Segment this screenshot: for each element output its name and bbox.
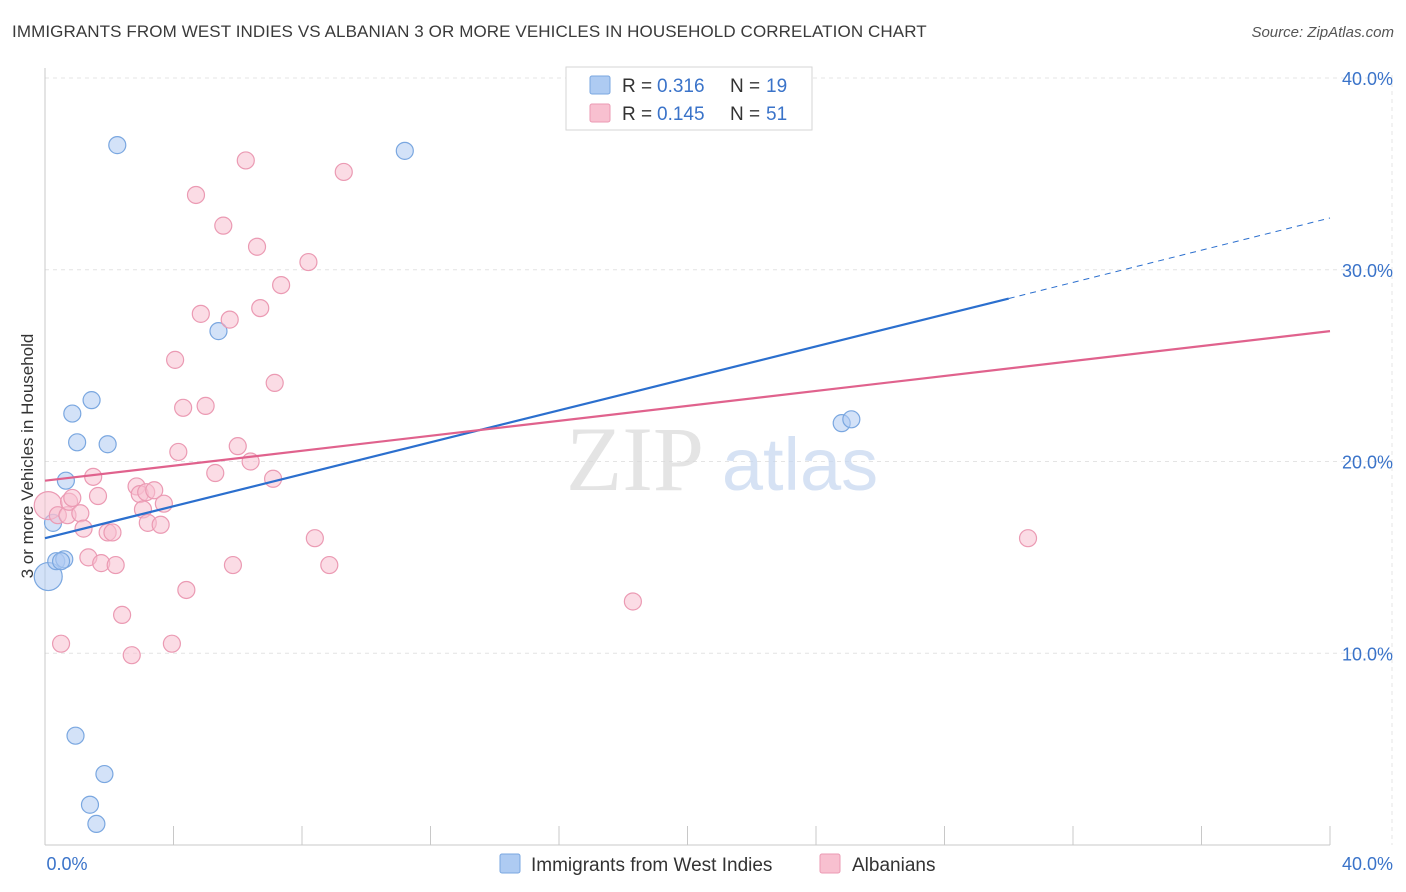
legend-r-value: 0.145 — [657, 104, 705, 125]
data-point-pink — [334, 162, 353, 182]
data-point-pink — [265, 373, 284, 392]
data-point-pink — [247, 237, 267, 256]
data-point-blue — [108, 136, 127, 155]
legend-swatch-pink — [589, 103, 611, 123]
data-point-pink — [186, 185, 206, 205]
watermark-atlas: atlas — [722, 423, 878, 506]
chart-title: IMMIGRANTS FROM WEST INDIES VS ALBANIAN … — [12, 22, 927, 41]
legend-series-label: Albanians — [852, 855, 935, 876]
data-point-blue — [87, 814, 106, 834]
y-axis-label: 3 or more Vehicles in Household — [18, 334, 37, 579]
data-point-pink — [106, 555, 125, 575]
data-point-pink — [166, 350, 185, 369]
x-tick-label: 0.0% — [46, 854, 87, 874]
data-point-pink — [51, 634, 71, 653]
data-point-pink — [63, 488, 82, 508]
data-point-blue — [209, 322, 228, 341]
data-point-blue — [56, 471, 75, 490]
legend-swatch-blue — [589, 75, 611, 95]
data-point-pink — [228, 437, 247, 456]
trend-line-pink — [44, 330, 1331, 482]
data-point-pink — [272, 275, 291, 295]
data-point-blue — [80, 795, 100, 814]
data-point-pink — [1018, 529, 1038, 548]
legend-swatch-pink — [819, 853, 841, 874]
series-legend: Immigrants from West Indies Albanians — [499, 853, 935, 876]
watermark-zip: ZIP — [566, 408, 704, 510]
data-point-pink — [71, 504, 90, 523]
data-point-pink — [191, 304, 210, 323]
data-point-pink — [88, 486, 108, 506]
trend-line-blue — [44, 297, 1010, 540]
y-tick-label: 30.0% — [1342, 261, 1393, 281]
data-point-pink — [299, 252, 318, 272]
legend-n-value: 19 — [766, 76, 787, 97]
data-point-blue — [842, 410, 861, 429]
legend-n-label: N = — [730, 104, 760, 125]
data-point-pink — [122, 646, 141, 665]
data-point-blue — [51, 552, 71, 571]
data-point-pink — [177, 580, 196, 600]
y-tick-label: 40.0% — [1342, 69, 1393, 89]
legend-swatch-blue — [499, 853, 521, 874]
data-point-blue — [395, 141, 414, 160]
data-point-pink — [151, 515, 170, 534]
points-layer — [33, 136, 1038, 834]
data-point-pink — [196, 396, 215, 415]
legend-r-label: R = — [622, 76, 652, 97]
data-point-pink — [251, 299, 270, 318]
source-label: Source: ZipAtlas.com — [1251, 24, 1394, 41]
data-point-pink — [236, 151, 255, 170]
data-point-pink — [305, 529, 324, 548]
data-point-pink — [145, 481, 164, 500]
data-point-pink — [223, 555, 243, 575]
legend-r-value: 0.316 — [657, 76, 705, 97]
data-point-blue — [82, 391, 101, 410]
data-point-pink — [320, 555, 339, 575]
trend-line-blue-extension — [1008, 217, 1331, 299]
y-tick-label: 10.0% — [1342, 644, 1393, 664]
data-point-pink — [112, 605, 132, 625]
data-point-blue — [95, 764, 114, 784]
axes-layer: 10.0% 20.0% 30.0% 40.0% 0.0% 40.0% — [44, 68, 1393, 874]
data-point-pink — [263, 469, 283, 488]
data-point-pink — [103, 523, 122, 542]
watermark: ZIP atlas — [566, 408, 878, 510]
data-point-pink — [169, 442, 188, 462]
data-point-pink — [174, 398, 193, 417]
stats-legend: R = 0.316 N = 19 R = 0.145 N = 51 — [565, 66, 813, 131]
data-point-blue — [66, 726, 85, 745]
y-tick-label: 20.0% — [1342, 453, 1393, 473]
legend-r-label: R = — [622, 104, 652, 125]
data-point-blue — [68, 433, 87, 452]
data-point-pink — [220, 310, 239, 329]
data-point-pink — [162, 634, 181, 653]
trend-layer — [44, 217, 1331, 540]
data-point-pink — [214, 216, 233, 235]
data-point-pink — [623, 592, 642, 611]
data-point-blue — [98, 435, 117, 454]
grid-layer — [45, 75, 1393, 845]
data-point-blue — [63, 404, 82, 423]
legend-n-value: 51 — [766, 104, 787, 125]
legend-n-label: N = — [730, 76, 760, 97]
data-point-pink — [206, 463, 225, 483]
x-tick-label: 40.0% — [1342, 854, 1393, 874]
legend-series-label: Immigrants from West Indies — [531, 855, 772, 876]
